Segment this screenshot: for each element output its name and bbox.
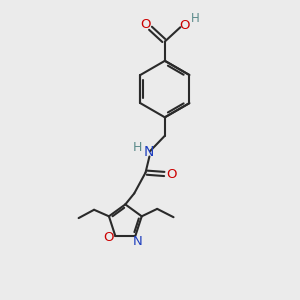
Text: N: N: [132, 235, 142, 248]
Text: O: O: [140, 18, 151, 32]
Text: H: H: [191, 12, 200, 26]
Text: O: O: [167, 168, 177, 181]
Text: O: O: [103, 231, 114, 244]
Text: O: O: [179, 19, 190, 32]
Text: H: H: [133, 141, 142, 154]
Text: N: N: [143, 145, 154, 159]
